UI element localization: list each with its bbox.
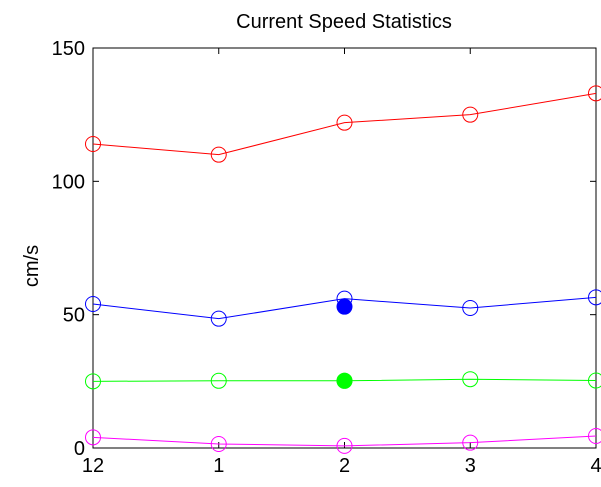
data-point (462, 371, 479, 388)
y-tick-label: 100 (52, 171, 85, 193)
data-point (462, 106, 479, 123)
series-1 (85, 85, 601, 163)
y-axis-label: cm/s (21, 245, 43, 287)
series-line (92, 92, 597, 156)
x-tick-label: 1 (213, 455, 224, 477)
data-point (336, 437, 353, 454)
highlight-point (336, 372, 353, 389)
data-point (588, 289, 601, 306)
data-point (588, 428, 601, 444)
x-tick-label: 3 (465, 455, 476, 477)
data-point (462, 434, 479, 451)
data-point (588, 372, 601, 389)
data-point (336, 114, 353, 131)
data-point (210, 310, 227, 327)
chart-title: Current Speed Statistics (236, 11, 452, 33)
series-line (92, 435, 597, 447)
y-tick-label: 0 (74, 438, 85, 460)
series-4 (85, 428, 601, 454)
x-tick-label: 4 (590, 455, 601, 477)
data-point (210, 146, 227, 163)
data-point (85, 136, 101, 152)
data-point (462, 300, 479, 316)
data-point (85, 296, 101, 312)
y-tick-label: 50 (63, 305, 85, 327)
series-layer (85, 85, 601, 454)
x-tick-label: 12 (82, 455, 104, 477)
highlight-point (336, 298, 353, 315)
data-point (85, 373, 101, 390)
data-point (85, 429, 101, 446)
x-tick-label: 2 (339, 455, 350, 477)
data-point (588, 85, 601, 102)
data-point (210, 372, 227, 389)
y-tick-label: 150 (52, 38, 85, 60)
data-point (210, 436, 227, 452)
